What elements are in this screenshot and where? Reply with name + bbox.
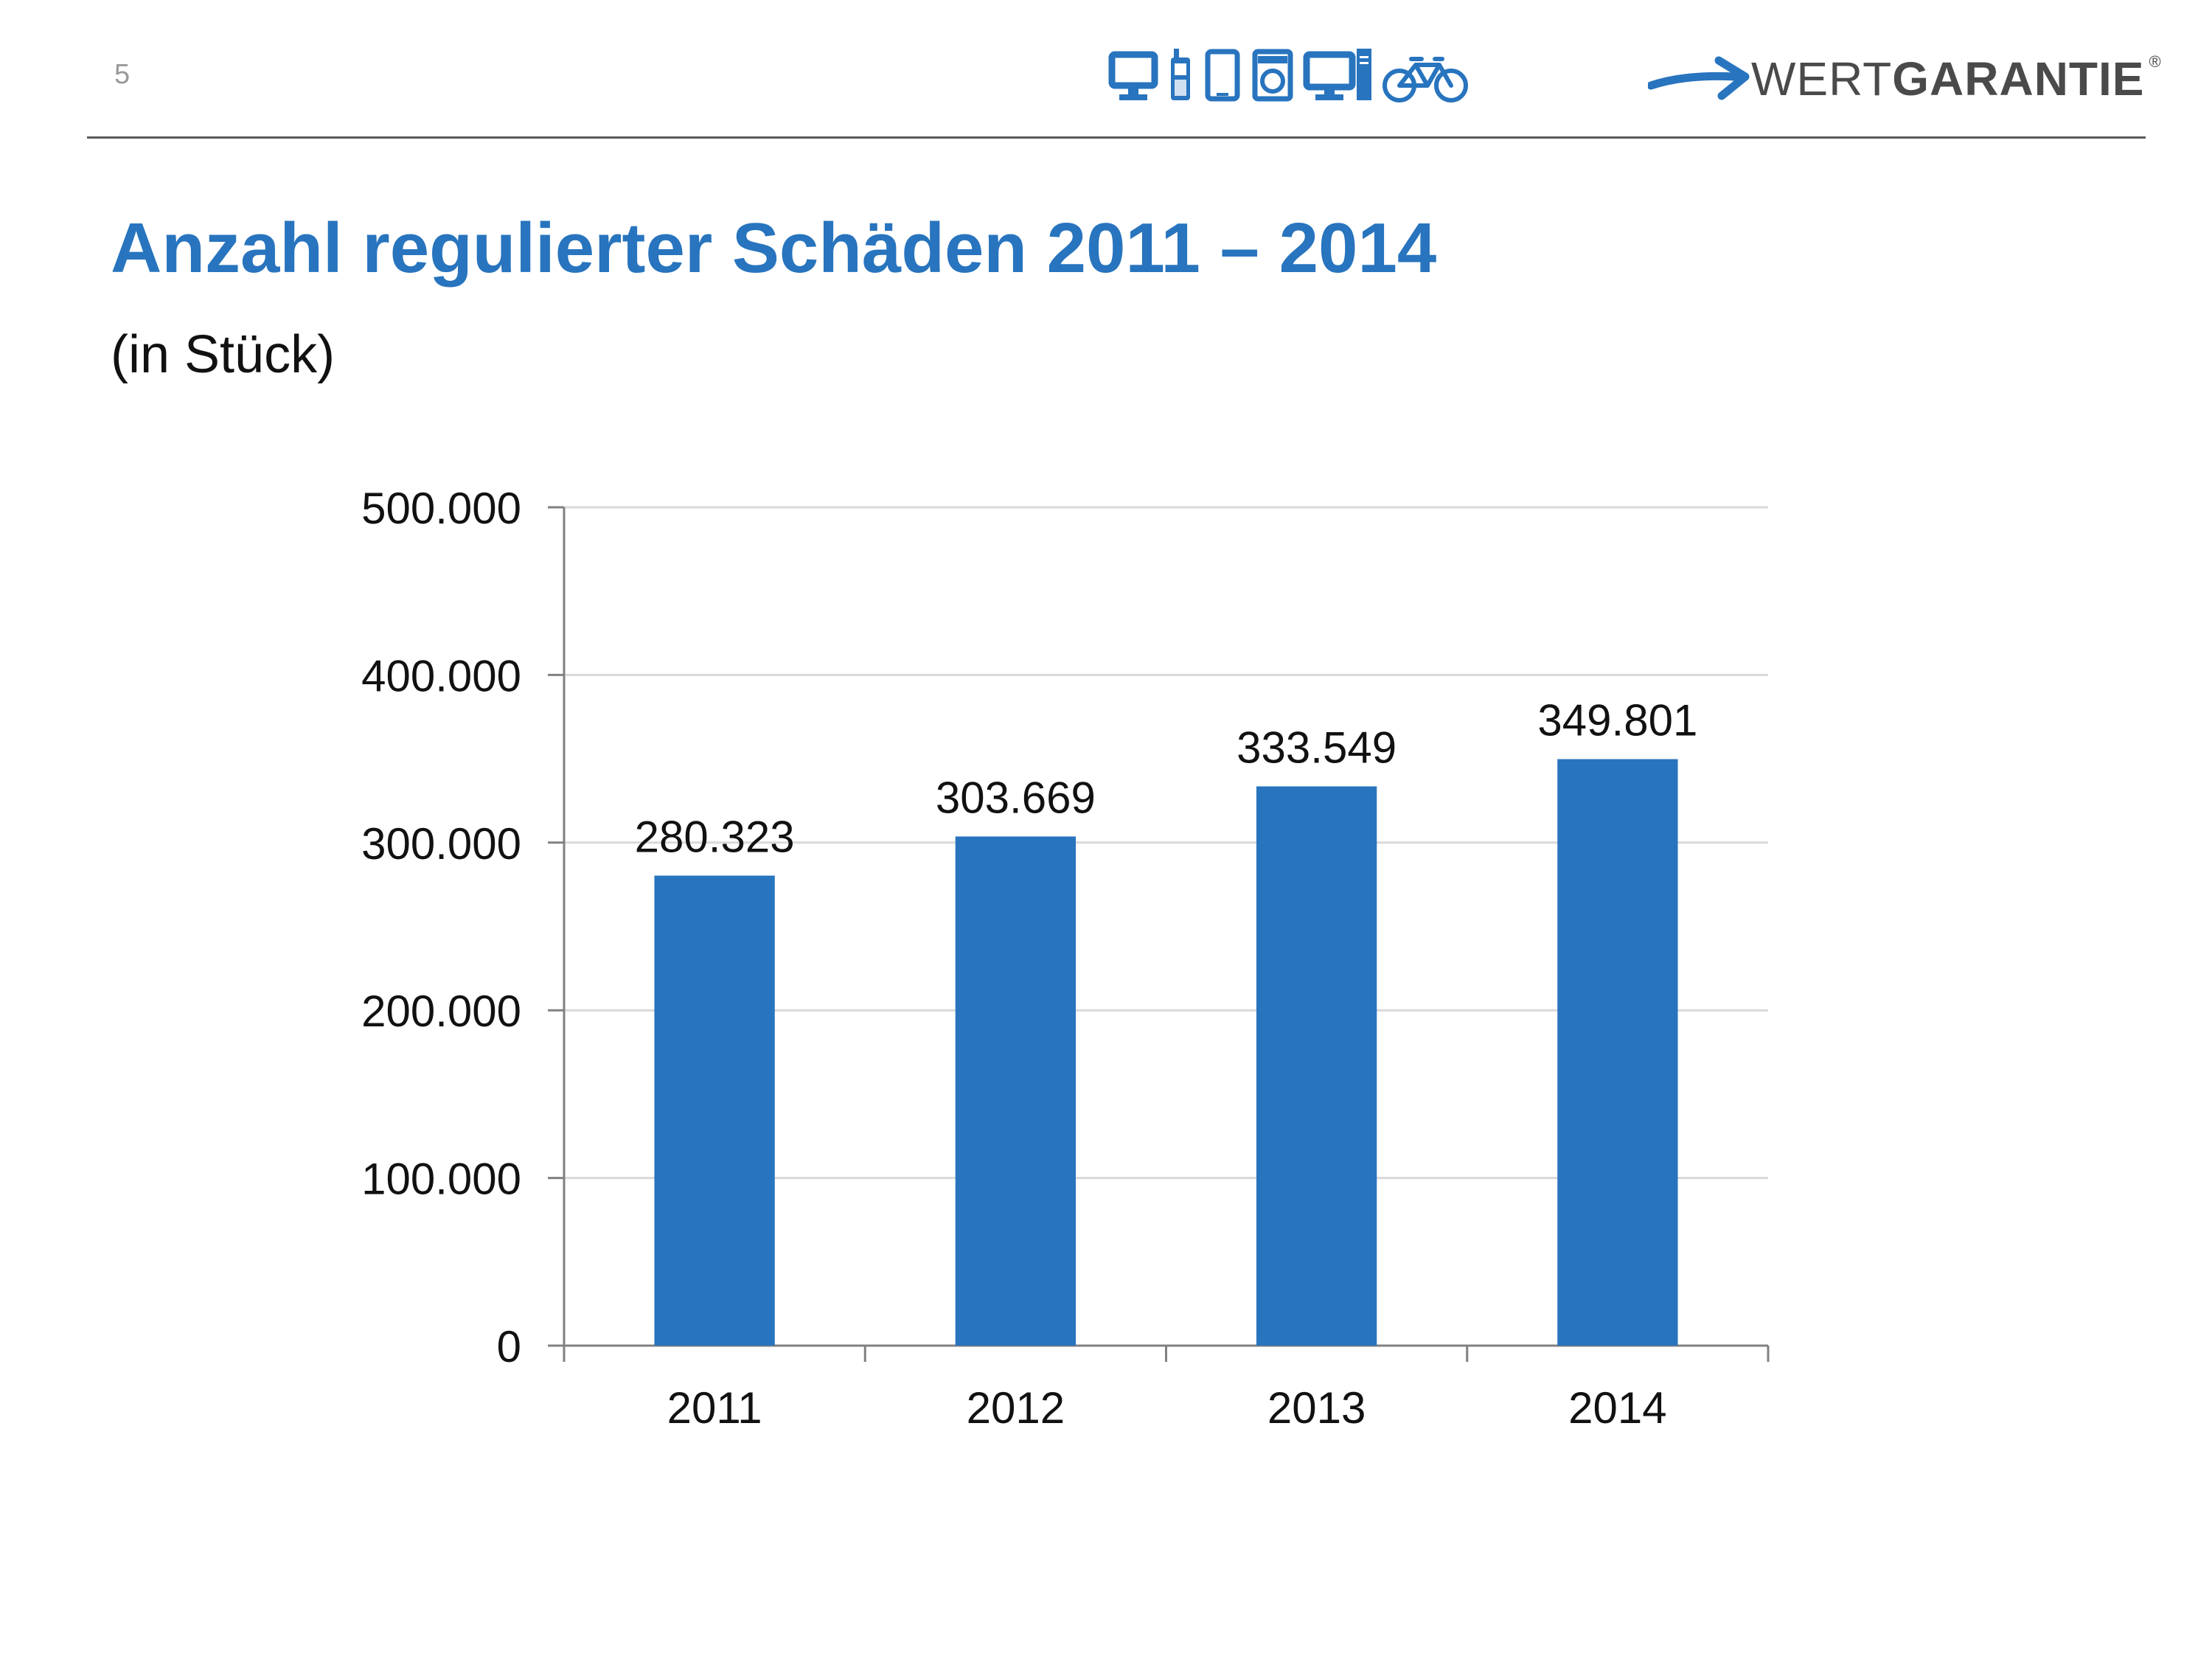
registered-mark: ® — [2149, 52, 2162, 71]
x-tick-label: 2011 — [667, 1383, 762, 1433]
x-tick-label: 2012 — [967, 1383, 1065, 1433]
bar — [1256, 786, 1377, 1346]
wertgarantie-logo: WERTGARANTIE ® — [1648, 46, 2161, 112]
logo-word-light: WERT — [1751, 52, 1893, 105]
y-tick-label: 100.000 — [361, 1155, 521, 1204]
y-tick-label: 200.000 — [361, 987, 521, 1036]
bar — [1557, 759, 1678, 1346]
arrow-icon — [1648, 56, 1750, 100]
y-tick-label: 500.000 — [361, 484, 521, 533]
x-tick-label: 2014 — [1568, 1383, 1666, 1433]
logo-word-bold: GARANTIE — [1892, 52, 2145, 105]
desktop-computer-icon — [1303, 49, 1371, 100]
data-label: 333.549 — [1237, 723, 1397, 773]
logo-wordmark: WERTGARANTIE ® — [1751, 52, 2162, 106]
device-icons — [1108, 49, 1468, 102]
data-label: 349.801 — [1537, 696, 1697, 745]
page-subtitle: (in Stück) — [111, 325, 335, 384]
bar — [654, 875, 775, 1346]
bar — [955, 836, 1077, 1346]
page-number: 5 — [114, 59, 131, 90]
y-tick-label: 0 — [497, 1322, 521, 1371]
bicycle-icon — [1382, 57, 1468, 102]
x-tick-label: 2013 — [1267, 1383, 1366, 1433]
data-label: 280.323 — [635, 813, 795, 862]
tablet-icon — [1205, 49, 1240, 102]
y-tick-label: 400.000 — [361, 651, 521, 700]
monitor-icon — [1108, 51, 1158, 100]
washing-machine-icon — [1252, 49, 1293, 102]
data-label: 303.669 — [936, 773, 1096, 822]
y-tick-label: 300.000 — [361, 819, 521, 869]
page-title: Anzahl regulierter Schäden 2011 – 2014 — [111, 209, 1437, 288]
mobile-phone-icon — [1171, 49, 1190, 100]
header-divider — [87, 136, 2146, 139]
